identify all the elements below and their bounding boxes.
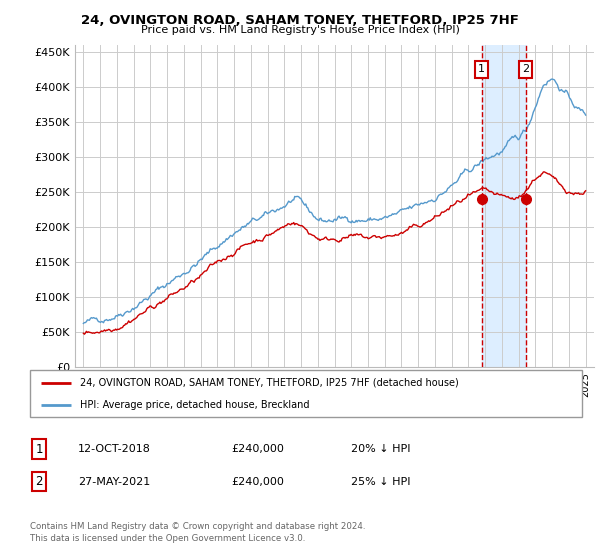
Text: 1: 1 bbox=[35, 442, 43, 456]
Text: 24, OVINGTON ROAD, SAHAM TONEY, THETFORD, IP25 7HF: 24, OVINGTON ROAD, SAHAM TONEY, THETFORD… bbox=[81, 14, 519, 27]
Text: 24, OVINGTON ROAD, SAHAM TONEY, THETFORD, IP25 7HF (detached house): 24, OVINGTON ROAD, SAHAM TONEY, THETFORD… bbox=[80, 378, 458, 388]
Text: 2: 2 bbox=[522, 64, 529, 74]
Text: £240,000: £240,000 bbox=[231, 477, 284, 487]
Text: 20% ↓ HPI: 20% ↓ HPI bbox=[351, 444, 410, 454]
Text: 27-MAY-2021: 27-MAY-2021 bbox=[78, 477, 150, 487]
FancyBboxPatch shape bbox=[30, 370, 582, 417]
Text: £240,000: £240,000 bbox=[231, 444, 284, 454]
Text: 1: 1 bbox=[478, 64, 485, 74]
Text: 12-OCT-2018: 12-OCT-2018 bbox=[78, 444, 151, 454]
Text: HPI: Average price, detached house, Breckland: HPI: Average price, detached house, Brec… bbox=[80, 400, 309, 410]
Text: 25% ↓ HPI: 25% ↓ HPI bbox=[351, 477, 410, 487]
Bar bbox=[482, 45, 526, 367]
Text: Contains HM Land Registry data © Crown copyright and database right 2024.
This d: Contains HM Land Registry data © Crown c… bbox=[30, 522, 365, 543]
Text: 2: 2 bbox=[35, 475, 43, 488]
Text: Price paid vs. HM Land Registry's House Price Index (HPI): Price paid vs. HM Land Registry's House … bbox=[140, 25, 460, 35]
